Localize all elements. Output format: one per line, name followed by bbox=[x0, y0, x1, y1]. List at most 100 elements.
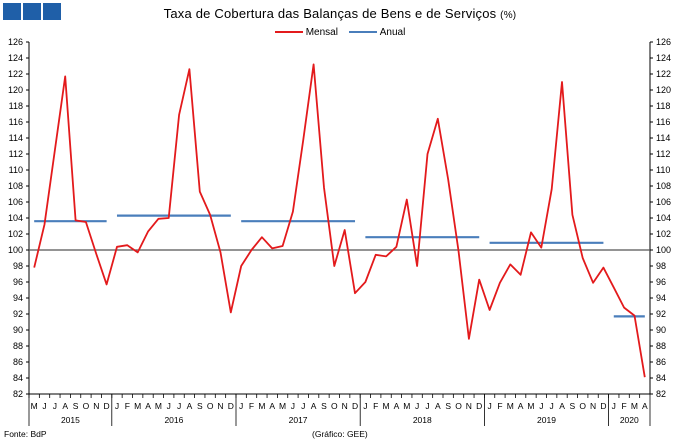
x-tick-label-month: J bbox=[115, 401, 119, 411]
x-tick-label-month: J bbox=[53, 401, 57, 411]
y-tick-label-left: 126 bbox=[8, 37, 23, 47]
chart-credit: (Gráfico: GEE) bbox=[312, 429, 368, 439]
x-tick-label-month: D bbox=[104, 401, 110, 411]
x-tick-label-month: S bbox=[445, 401, 451, 411]
legend-label-anual: Anual bbox=[379, 26, 406, 38]
x-tick-label-month: A bbox=[435, 401, 441, 411]
y-tick-label-left: 112 bbox=[9, 149, 23, 159]
y-tick-label-left: 104 bbox=[8, 213, 23, 223]
x-tick-label-month: F bbox=[373, 401, 378, 411]
x-tick-label-month: A bbox=[642, 401, 648, 411]
y-tick-label-right: 122 bbox=[656, 69, 671, 79]
x-tick-label-month: J bbox=[167, 401, 171, 411]
x-tick-label-month: M bbox=[403, 401, 410, 411]
y-tick-label-right: 126 bbox=[656, 37, 671, 47]
x-tick-label-year: 2020 bbox=[620, 415, 639, 425]
y-tick-label-right: 90 bbox=[656, 325, 666, 335]
y-tick-label-left: 110 bbox=[9, 165, 23, 175]
y-tick-label-right: 88 bbox=[656, 341, 666, 351]
y-tick-label-right: 82 bbox=[656, 389, 666, 399]
x-tick-label-month: O bbox=[455, 401, 462, 411]
y-tick-label-right: 104 bbox=[656, 213, 671, 223]
x-tick-label-month: J bbox=[425, 401, 429, 411]
y-tick-label-right: 124 bbox=[656, 53, 671, 63]
legend-item-anual: Anual bbox=[348, 26, 406, 38]
x-tick-label-month: M bbox=[31, 401, 38, 411]
x-tick-label-month: N bbox=[93, 401, 99, 411]
logo-square-3 bbox=[43, 3, 61, 20]
logo-square-1 bbox=[3, 3, 21, 20]
y-tick-label-right: 102 bbox=[656, 229, 671, 239]
y-tick-label-right: 92 bbox=[656, 309, 666, 319]
x-tick-label-month: O bbox=[83, 401, 90, 411]
x-tick-label-month: F bbox=[125, 401, 130, 411]
legend-swatch-anual bbox=[348, 31, 377, 33]
x-tick-label-month: J bbox=[42, 401, 46, 411]
x-tick-label-month: A bbox=[311, 401, 317, 411]
x-tick-label-month: O bbox=[331, 401, 338, 411]
x-tick-label-month: A bbox=[145, 401, 151, 411]
y-tick-label-left: 114 bbox=[9, 133, 23, 143]
legend: Mensal Anual bbox=[0, 25, 680, 38]
y-tick-label-left: 84 bbox=[13, 373, 23, 383]
x-tick-label-month: J bbox=[363, 401, 367, 411]
x-tick-label-month: D bbox=[352, 401, 358, 411]
y-tick-label-left: 90 bbox=[13, 325, 23, 335]
x-tick-label-month: F bbox=[497, 401, 502, 411]
y-tick-label-left: 106 bbox=[8, 197, 23, 207]
x-tick-label-month: N bbox=[217, 401, 223, 411]
legend-label-mensal: Mensal bbox=[305, 26, 338, 38]
y-tick-label-left: 108 bbox=[8, 181, 23, 191]
y-tick-label-left: 94 bbox=[13, 293, 23, 303]
x-tick-label-month: N bbox=[590, 401, 596, 411]
x-tick-label-month: J bbox=[550, 401, 554, 411]
x-tick-label-month: D bbox=[600, 401, 606, 411]
chart-title-text: Taxa de Cobertura das Balanças de Bens e… bbox=[163, 6, 497, 21]
x-tick-label-year: 2016 bbox=[164, 415, 183, 425]
y-tick-label-left: 82 bbox=[13, 389, 23, 399]
y-tick-label-right: 110 bbox=[656, 165, 670, 175]
y-tick-label-left: 96 bbox=[13, 277, 23, 287]
y-tick-label-right: 116 bbox=[656, 117, 670, 127]
x-tick-label-month: A bbox=[269, 401, 275, 411]
y-tick-label-right: 106 bbox=[656, 197, 671, 207]
y-tick-label-left: 86 bbox=[13, 357, 23, 367]
y-tick-label-right: 112 bbox=[656, 149, 670, 159]
y-tick-label-left: 122 bbox=[8, 69, 23, 79]
y-tick-label-right: 94 bbox=[656, 293, 666, 303]
y-tick-label-right: 114 bbox=[656, 133, 670, 143]
x-tick-label-month: J bbox=[301, 401, 305, 411]
x-tick-label-month: S bbox=[73, 401, 79, 411]
y-tick-label-left: 100 bbox=[8, 245, 23, 255]
x-tick-label-month: M bbox=[155, 401, 162, 411]
x-tick-label-month: D bbox=[476, 401, 482, 411]
x-tick-label-month: F bbox=[249, 401, 254, 411]
y-tick-label-left: 124 bbox=[8, 53, 23, 63]
x-tick-label-year: 2019 bbox=[537, 415, 556, 425]
series-mensal-line bbox=[33, 63, 646, 378]
x-tick-label-month: J bbox=[177, 401, 181, 411]
x-tick-label-year: 2018 bbox=[413, 415, 432, 425]
y-tick-label-left: 116 bbox=[9, 117, 23, 127]
x-tick-label-month: A bbox=[559, 401, 565, 411]
y-tick-label-right: 118 bbox=[656, 101, 670, 111]
x-tick-label-month: O bbox=[579, 401, 586, 411]
y-tick-label-right: 120 bbox=[656, 85, 671, 95]
x-tick-label-year: 2017 bbox=[289, 415, 308, 425]
x-tick-label-month: J bbox=[415, 401, 419, 411]
legend-item-mensal: Mensal bbox=[274, 26, 338, 38]
x-tick-label-month: S bbox=[570, 401, 576, 411]
x-tick-label-month: J bbox=[487, 401, 491, 411]
x-tick-label-month: M bbox=[258, 401, 265, 411]
y-tick-label-right: 108 bbox=[656, 181, 671, 191]
x-tick-label-month: J bbox=[291, 401, 295, 411]
x-tick-label-month: O bbox=[207, 401, 214, 411]
y-tick-label-right: 96 bbox=[656, 277, 666, 287]
y-tick-label-left: 92 bbox=[13, 309, 23, 319]
legend-swatch-mensal bbox=[274, 31, 303, 33]
x-tick-label-month: A bbox=[518, 401, 524, 411]
y-tick-label-right: 86 bbox=[656, 357, 666, 367]
x-tick-label-month: A bbox=[394, 401, 400, 411]
chart-title: Taxa de Cobertura das Balanças de Bens e… bbox=[0, 6, 680, 21]
